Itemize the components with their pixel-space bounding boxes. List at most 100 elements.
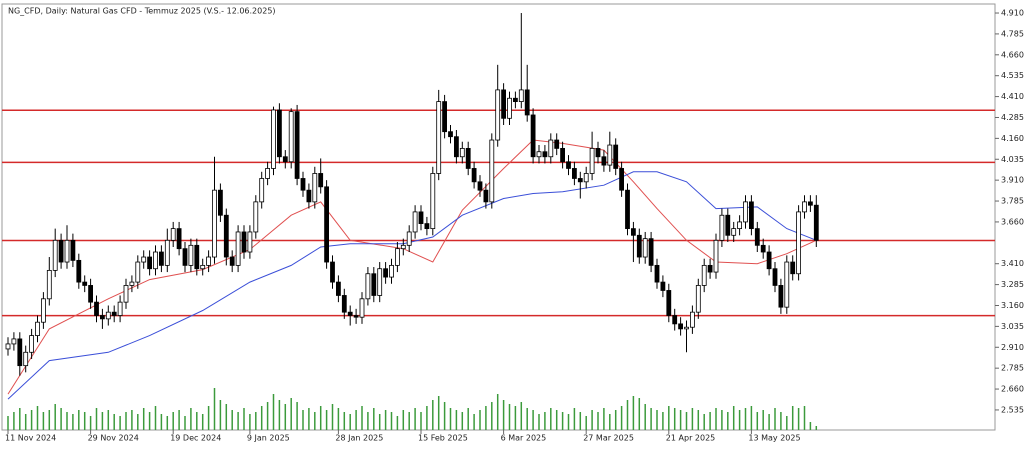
- y-tick-label: 3.160: [1001, 301, 1024, 310]
- candle-body: [223, 214, 229, 258]
- candle-body: [312, 173, 318, 203]
- x-tick-label: 27 Mar 2025: [583, 434, 634, 443]
- candle-body: [489, 139, 495, 203]
- candle-body: [188, 244, 194, 266]
- y-tick-label: 4.910: [1001, 9, 1024, 18]
- candle-body: [796, 211, 801, 275]
- candle-body: [383, 268, 389, 278]
- candle-body: [684, 326, 689, 330]
- y-tick-label: 2.660: [1001, 385, 1024, 394]
- candle-body: [754, 228, 760, 246]
- x-tick-label: 21 Apr 2025: [666, 434, 715, 443]
- candle-body: [507, 97, 512, 119]
- y-tick-label: 4.410: [1001, 92, 1024, 101]
- candle-body: [536, 151, 542, 158]
- candle-body: [335, 281, 341, 296]
- candle-body: [229, 256, 235, 266]
- candle-body: [341, 295, 347, 313]
- candle-body: [389, 264, 394, 278]
- y-tick-label: 2.785: [1001, 364, 1024, 373]
- candle-body: [501, 89, 507, 119]
- candle-body: [589, 147, 595, 174]
- candle-body: [241, 231, 247, 253]
- candle-body: [625, 189, 630, 230]
- candle-body: [194, 244, 200, 270]
- candle-body: [324, 186, 330, 263]
- y-tick-label: 4.660: [1001, 50, 1024, 59]
- candle-body: [306, 189, 312, 203]
- candle-body: [760, 244, 766, 253]
- candle-body: [212, 189, 217, 258]
- candle-body: [135, 261, 141, 283]
- candle-body: [141, 256, 147, 263]
- x-tick-label: 15 Feb 2025: [418, 434, 468, 443]
- candle-body: [111, 311, 117, 316]
- candle-body: [548, 139, 554, 158]
- x-tick-label: 13 May 2025: [748, 434, 800, 443]
- candle-body: [206, 256, 212, 266]
- candle-body: [477, 181, 483, 191]
- candle-body: [595, 147, 601, 158]
- candle-body: [11, 338, 17, 345]
- candle-body: [542, 151, 548, 158]
- plot-frame: [1, 3, 996, 431]
- candle-body: [164, 239, 170, 266]
- candle-body: [129, 281, 135, 286]
- candle-body: [158, 251, 164, 266]
- candle-body: [583, 173, 589, 183]
- candle-body: [265, 168, 271, 179]
- candle-body: [513, 97, 518, 103]
- candle-body: [288, 111, 294, 163]
- candle-body: [377, 268, 383, 296]
- y-tick-label: 3.910: [1001, 176, 1024, 185]
- candle-body: [294, 111, 300, 179]
- x-tick-label: 28 Jan 2025: [335, 434, 383, 443]
- y-tick-label: 2.535: [1001, 405, 1024, 414]
- candle-body: [778, 285, 784, 308]
- candle-body: [35, 321, 40, 336]
- candle-body: [330, 261, 335, 283]
- candle-body: [566, 161, 571, 169]
- candle-body: [648, 238, 654, 266]
- candle-body: [731, 228, 737, 236]
- candle-body: [282, 156, 288, 163]
- x-tick-label: 19 Dec 2024: [170, 434, 221, 443]
- candle-body: [365, 273, 371, 300]
- candle-body: [560, 147, 565, 163]
- candle-body: [247, 231, 253, 253]
- candle-body: [17, 338, 23, 367]
- candle-body: [701, 264, 707, 286]
- candle-body: [613, 144, 619, 169]
- candle-body: [448, 131, 453, 138]
- candle-body: [88, 285, 93, 303]
- candle-body: [94, 301, 99, 316]
- candle-body: [200, 264, 206, 270]
- y-tick-label: 3.035: [1001, 322, 1024, 331]
- y-tick-label: 4.785: [1001, 29, 1024, 38]
- candle-body: [483, 189, 489, 203]
- y-tick-label: 4.035: [1001, 155, 1024, 164]
- candle-body: [182, 248, 188, 266]
- candle-body: [70, 239, 76, 261]
- candle-body: [459, 147, 465, 158]
- candle-body: [271, 109, 276, 169]
- candle-body: [530, 114, 536, 158]
- moving-average: [7, 171, 817, 400]
- x-tick-label: 9 Jan 2025: [247, 434, 290, 443]
- candle-body: [105, 311, 111, 320]
- candle-body: [772, 268, 778, 286]
- candle-body: [572, 168, 577, 179]
- candle-body: [371, 273, 377, 296]
- candle-body: [46, 269, 52, 300]
- candle-body: [465, 147, 471, 169]
- candle-body: [660, 281, 666, 291]
- candle-body: [607, 144, 613, 166]
- candle-body: [642, 238, 648, 258]
- candle-body: [678, 323, 683, 330]
- candle-body: [276, 109, 282, 158]
- chart-title: NG_CFD, Daily: Natural Gas CFD - Temmuz …: [8, 7, 276, 16]
- candle-body: [23, 351, 29, 367]
- candle-body: [471, 168, 477, 183]
- candle-body: [52, 239, 58, 271]
- candle-body: [82, 281, 88, 286]
